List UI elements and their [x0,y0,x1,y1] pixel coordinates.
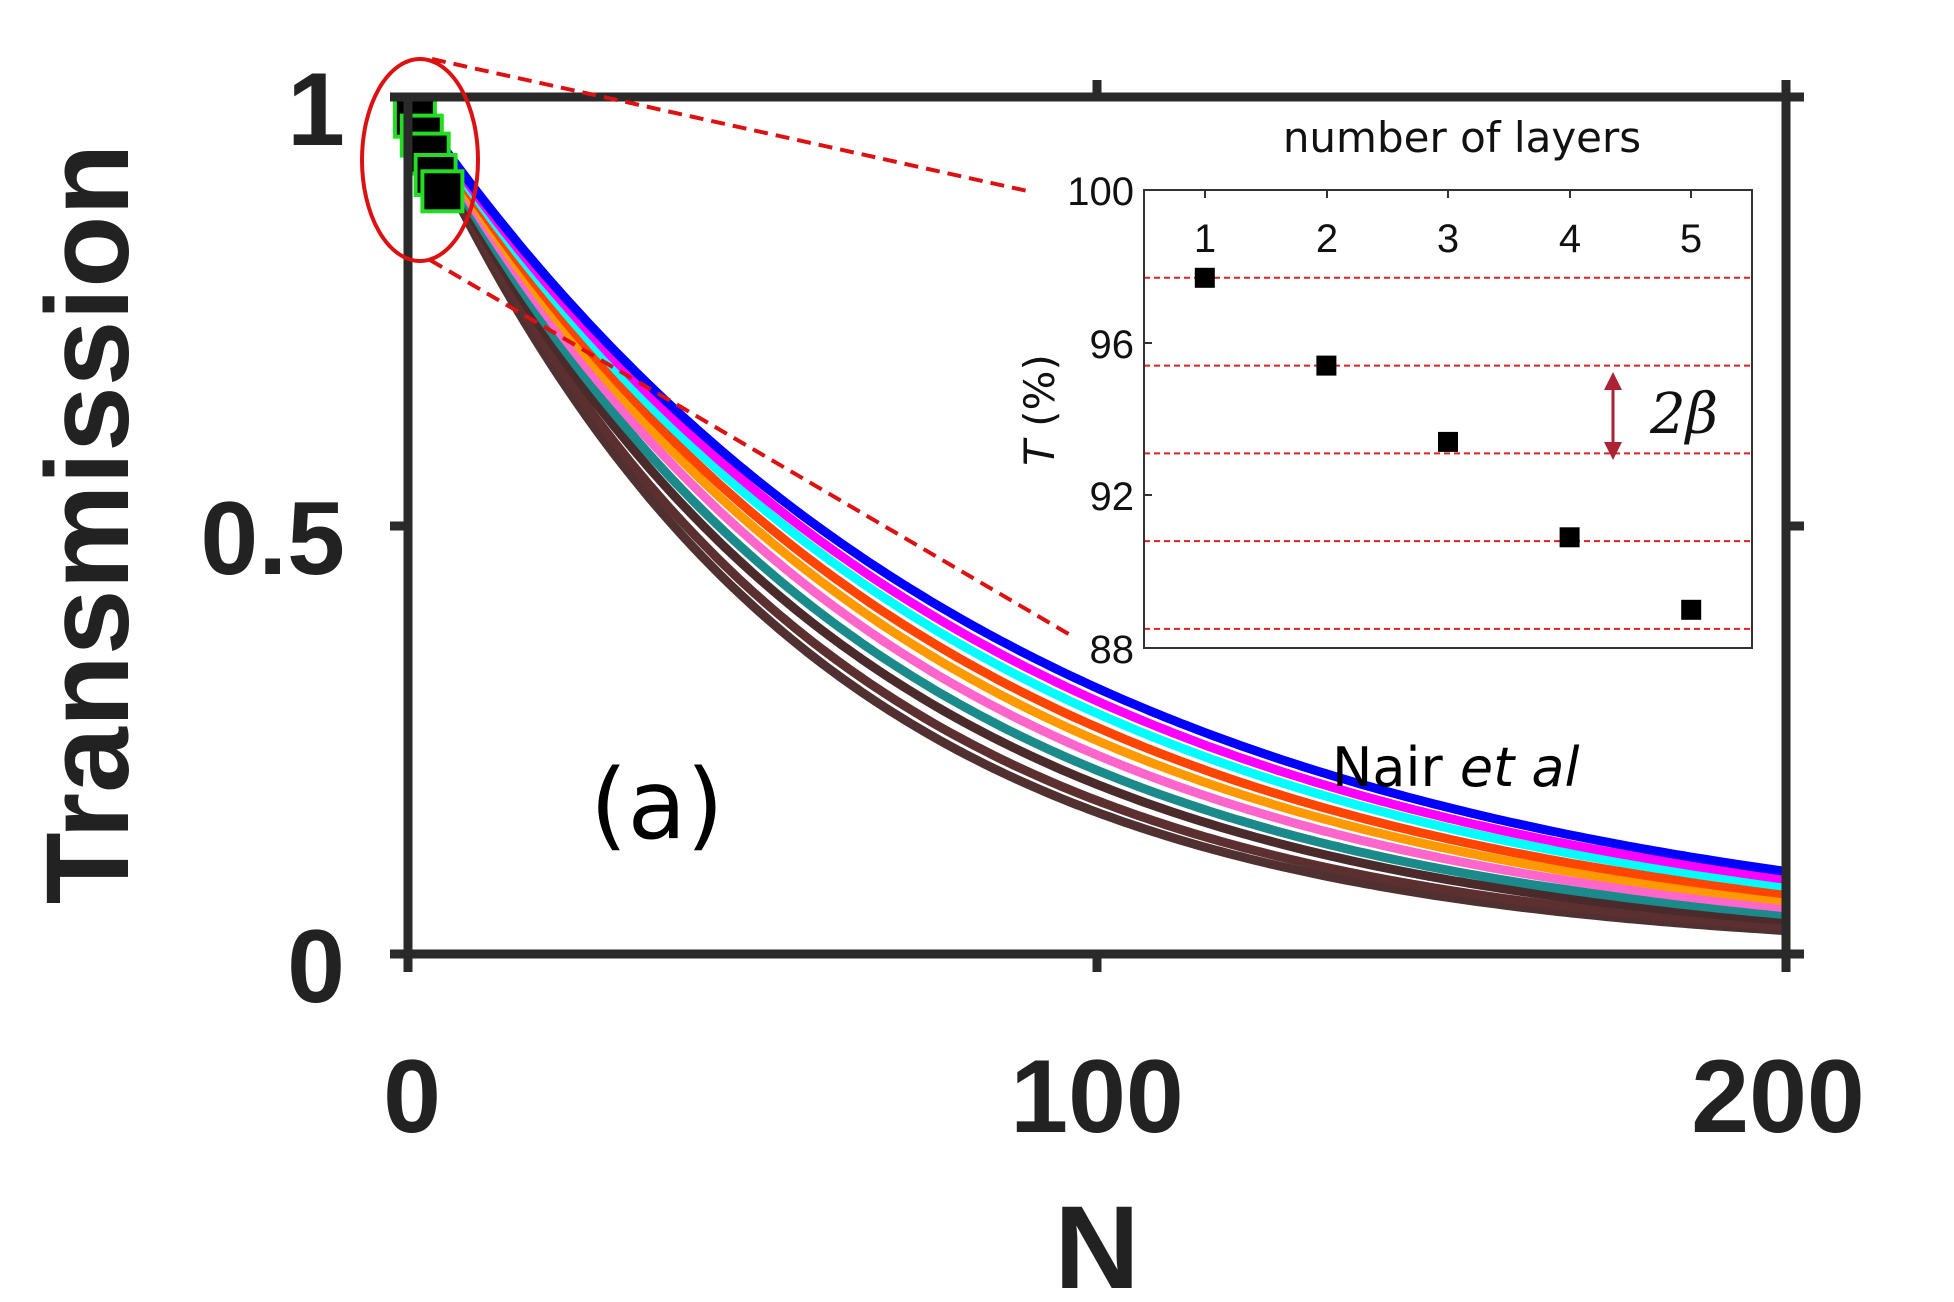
inset-background [1144,190,1752,648]
zoom-indicator [360,57,1074,638]
inset-y-tick-label-96: 96 [1090,323,1135,367]
inset-x-tick-label-5: 5 [1680,217,1702,261]
main-y-tick-marks [390,92,1804,959]
main-series-line-3 [411,105,1787,891]
main-y-axis-label: Transmission [22,144,154,905]
main-marker-5 [420,169,465,214]
main-y-tick-label-05: 0.5 [200,481,345,597]
inset-y-tick-label-100: 100 [1067,170,1134,214]
main-chart: 0 100 200 0 0.5 1 N Transmission (a) Nai… [22,52,1865,1302]
main-y-tick-label-0: 0 [287,909,345,1025]
inset-x-tick-label-3: 3 [1437,217,1459,261]
source-credit-author: Nair [1332,736,1460,799]
inset-y-axis-label-unit: (%) [1015,354,1064,440]
inset-x-tick-marks [1204,190,1692,198]
main-x-axis-label: N [1054,1182,1139,1302]
inset-marker-1 [1194,267,1215,288]
panel-label: (a) [590,749,724,861]
zoom-line-bottom [428,258,1074,638]
zoom-ellipse [360,57,480,263]
main-series-line-2 [411,104,1787,884]
source-credit-etal: et al [1460,736,1580,799]
main-series-line-1 [411,104,1787,876]
inset-x-tick-label-2: 2 [1316,217,1338,261]
main-y-tick-label-1: 1 [287,52,345,168]
main-series-line-10 [410,110,1787,936]
two-beta-arrow-head-bottom [1604,442,1622,460]
inset-y-tick-label-92: 92 [1090,475,1135,519]
inset-x-axis-label: number of layers [1283,113,1641,162]
main-x-tick-label-100: 100 [1010,1039,1184,1155]
inset-y-tick-label-88: 88 [1090,628,1135,672]
main-series-line-5 [411,106,1787,906]
main-series-line-6 [410,107,1787,913]
inset-x-tick-label-4: 4 [1559,217,1581,261]
two-beta-arrow-head-top [1604,372,1622,390]
two-beta-annotation: 2β [1649,382,1718,447]
main-x-tick-label-200: 200 [1691,1039,1865,1155]
two-beta-arrow [1604,372,1622,460]
inset-y-tick-marks [1144,189,1152,649]
main-chart-curves [410,104,1787,936]
inset-reference-lines [1144,276,1752,630]
zoom-line-top [431,57,1033,194]
inset-marker-2 [1316,355,1337,376]
inset-marker-5 [1681,599,1702,620]
inset-y-axis-label-symbol: T [1015,437,1064,466]
inset-chart: 1 2 3 4 5 88 92 96 100 number of layers … [1015,113,1753,672]
inset-marker-3 [1438,431,1458,452]
inset-marker-4 [1559,527,1580,548]
inset-y-axis-label: T (%) [1015,354,1064,466]
main-series-line-8 [410,108,1787,925]
inset-x-tick-label-1: 1 [1194,217,1216,261]
source-credit: Nair et al [1332,736,1580,799]
main-x-tick-label-0: 0 [383,1039,441,1155]
main-series-line-7 [410,107,1787,920]
inset-markers [1194,267,1702,620]
main-series-line-9 [410,109,1787,931]
main-series-line-4 [411,105,1787,899]
